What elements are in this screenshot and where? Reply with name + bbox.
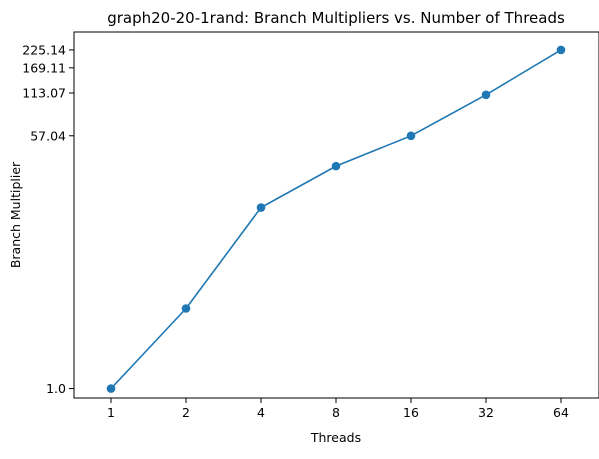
data-point: [181, 304, 191, 313]
data-point: [256, 203, 266, 212]
y-axis-ticks: 1.0 57.04 113.07 169.11 225.14: [22, 42, 74, 396]
y-tick-label: 1.0: [46, 381, 66, 396]
data-point: [106, 384, 116, 393]
x-tick-label: 32: [478, 405, 494, 420]
x-tick-label: 1: [107, 405, 115, 420]
series-line: [110, 49, 562, 390]
x-tick-label: 2: [182, 405, 190, 420]
y-tick-label: 57.04: [30, 128, 66, 143]
x-tick-label: 4: [257, 405, 265, 420]
data-point: [556, 45, 566, 55]
x-axis-ticks: 1 2 4 8 16 32 64: [107, 398, 569, 420]
data-point: [331, 161, 341, 171]
y-tick-label: 169.11: [22, 60, 66, 75]
x-axis-label: Threads: [310, 430, 361, 445]
y-axis-label: Branch Multiplier: [8, 161, 23, 268]
y-tick-label: 113.07: [22, 86, 66, 101]
data-point: [406, 131, 416, 141]
series-layer: [106, 45, 566, 393]
y-tick-label: 225.14: [22, 42, 66, 57]
x-tick-label: 16: [403, 405, 419, 420]
x-tick-label: 64: [553, 405, 569, 420]
x-tick-label: 8: [332, 405, 340, 420]
data-point: [481, 90, 491, 100]
chart-title: graph20-20-1rand: Branch Multipliers vs.…: [107, 9, 565, 27]
